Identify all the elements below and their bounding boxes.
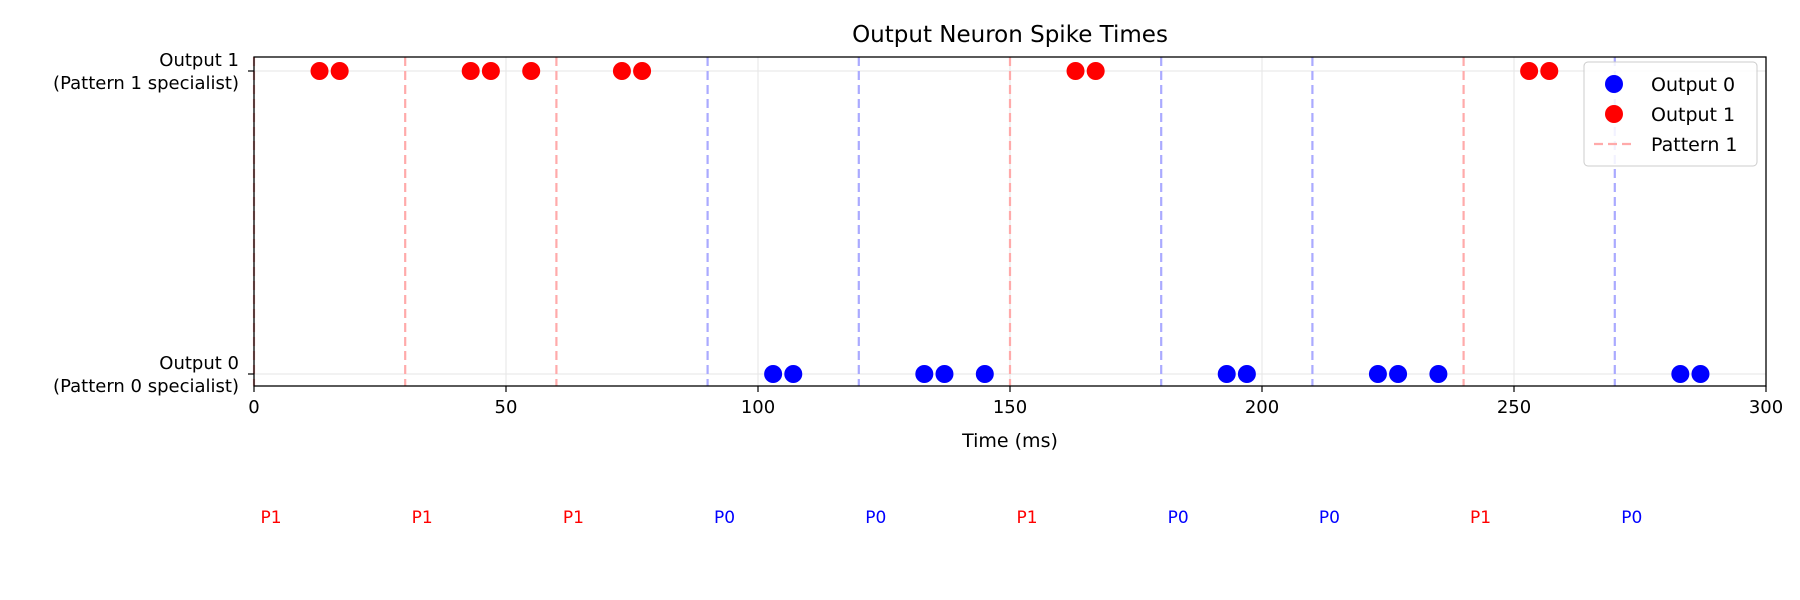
x-tick-label: 200 xyxy=(1245,397,1279,418)
spike-point xyxy=(1540,62,1559,80)
pattern-markers: P1 P1 P1 P0 P0 P1 P0 P0 P1 P0 xyxy=(260,508,1642,528)
spike-point xyxy=(915,365,934,383)
legend-label: Output 1 xyxy=(1651,104,1735,126)
legend: Output 0 Output 1 Pattern 1 xyxy=(1583,61,1758,167)
x-tick-label: 150 xyxy=(993,397,1027,418)
spike-point xyxy=(1429,365,1448,383)
pattern-marker-label: P0 xyxy=(714,508,735,528)
pattern-marker-label: P0 xyxy=(1319,508,1340,528)
spike-point xyxy=(1389,365,1408,383)
spike-point xyxy=(1086,62,1105,80)
spike-point xyxy=(612,62,631,80)
y-tick-label: Output 1 (Pattern 1 specialist) xyxy=(53,50,239,94)
pattern-onset-lines xyxy=(252,57,1616,386)
x-tick-label: 100 xyxy=(741,397,775,418)
pattern-marker-label: P0 xyxy=(865,508,886,528)
x-axis-label: Time (ms) xyxy=(961,430,1058,452)
spike-point xyxy=(975,365,994,383)
spike-point xyxy=(1691,365,1710,383)
spike-point xyxy=(310,62,329,80)
x-tick-label: 0 xyxy=(248,397,259,418)
legend-box xyxy=(1583,61,1758,167)
legend-label: Pattern 1 xyxy=(1651,134,1737,156)
spike-point xyxy=(784,365,803,383)
spike-point xyxy=(461,62,480,80)
pattern-marker-label: P1 xyxy=(412,508,433,528)
spike-point xyxy=(764,365,783,383)
spike-point xyxy=(1066,62,1085,80)
spike-point xyxy=(633,62,652,80)
pattern-marker-label: P0 xyxy=(1168,508,1189,528)
legend-marker xyxy=(1605,75,1623,93)
spike-point xyxy=(1237,365,1256,383)
pattern-marker-label: P0 xyxy=(1621,508,1642,528)
spike-point xyxy=(1368,365,1387,383)
spike-points xyxy=(310,62,1710,383)
spike-point xyxy=(935,365,954,383)
x-tick-label: 50 xyxy=(495,397,518,418)
x-axis-ticks: 0 50 100 150 200 250 300 xyxy=(248,386,1783,418)
y-tick-label: Output 0 (Pattern 0 specialist) xyxy=(53,353,239,397)
spike-point xyxy=(1671,365,1690,383)
spike-point xyxy=(522,62,541,80)
pattern-marker-label: P1 xyxy=(260,508,281,528)
spike-point xyxy=(481,62,500,80)
spike-point xyxy=(330,62,349,80)
pattern-marker-label: P1 xyxy=(563,508,584,528)
legend-marker xyxy=(1605,105,1623,123)
spike-point xyxy=(1520,62,1539,80)
legend-label: Output 0 xyxy=(1651,74,1735,96)
y-axis-ticks: Output 0 (Pattern 0 specialist) Output 1 (P… xyxy=(53,50,254,397)
x-tick-label: 250 xyxy=(1497,397,1531,418)
spike-point xyxy=(1217,365,1236,383)
pattern-marker-label: P1 xyxy=(1016,508,1037,528)
chart-title: Output Neuron Spike Times xyxy=(852,22,1168,48)
x-tick-label: 300 xyxy=(1749,397,1783,418)
pattern-marker-label: P1 xyxy=(1470,508,1491,528)
